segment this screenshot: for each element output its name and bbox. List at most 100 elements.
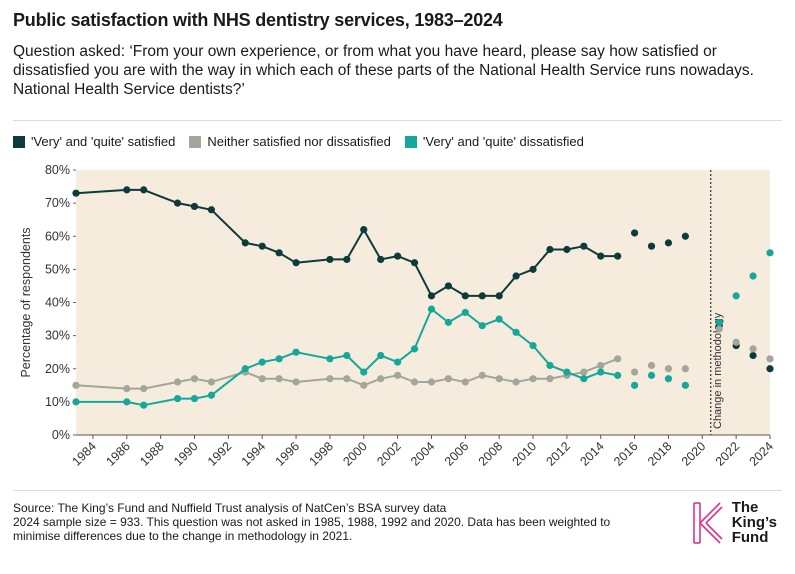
y-tick-label: 0%	[52, 428, 70, 442]
data-point-dissatisfied	[394, 358, 402, 366]
series-line-dissatisfied	[76, 308, 618, 407]
data-point-dissatisfied	[529, 341, 537, 350]
chart-subtitle: Question asked: ‘From your own experienc…	[13, 43, 754, 98]
data-point-dissatisfied	[410, 345, 419, 353]
data-point-satisfied	[326, 255, 334, 264]
data-point-dissatisfied	[326, 355, 334, 363]
data-point-satisfied	[749, 351, 757, 360]
data-point-neither	[681, 365, 689, 373]
data-point-neither	[529, 375, 537, 383]
sample-note: 2024 sample size = 933. This question wa…	[13, 515, 611, 543]
data-point-satisfied	[681, 232, 689, 240]
legend-item-dissatisfied: 'Very' and 'quite' dissatisfied	[404, 134, 584, 149]
data-point-satisfied	[444, 282, 452, 290]
legend-swatch-neither	[189, 135, 202, 148]
divider	[13, 490, 782, 491]
data-point-dissatisfied	[766, 249, 774, 257]
data-point-dissatisfied	[749, 272, 757, 280]
data-point-dissatisfied	[461, 308, 469, 317]
data-point-dissatisfied	[563, 368, 571, 376]
data-point-dissatisfied	[597, 368, 605, 376]
data-point-dissatisfied	[647, 371, 656, 379]
data-point-satisfied	[241, 239, 249, 247]
data-point-neither	[72, 381, 80, 389]
data-point-neither	[647, 361, 656, 370]
x-tick-label: 2002	[374, 439, 404, 469]
series-line-satisfied	[75, 188, 618, 297]
data-point-satisfied	[123, 186, 131, 194]
data-point-neither	[512, 378, 520, 386]
data-point-neither	[190, 375, 199, 383]
data-point-neither	[410, 378, 419, 386]
data-point-neither	[394, 371, 402, 379]
x-tick-label: 2006	[442, 439, 472, 469]
data-point-dissatisfied	[580, 375, 588, 383]
logo-text-the: The	[731, 499, 759, 516]
data-point-neither	[326, 375, 334, 383]
x-tick-label: 1990	[171, 439, 201, 469]
x-tick-label: 2000	[340, 439, 370, 469]
data-point-dissatisfied	[478, 322, 486, 330]
legend-label-dissatisfied: 'Very' and 'quite' dissatisfied	[422, 134, 584, 149]
data-point-neither	[427, 378, 436, 386]
data-point-neither	[292, 378, 300, 386]
data-point-dissatisfied	[546, 361, 554, 370]
data-point-satisfied	[614, 252, 622, 260]
data-point-dissatisfied	[732, 292, 740, 300]
data-point-satisfied	[410, 259, 419, 267]
legend-swatch-satisfied	[13, 135, 25, 148]
data-point-dissatisfied	[495, 315, 503, 323]
logo-text-kings: King’s	[731, 514, 777, 531]
data-point-neither	[275, 375, 283, 383]
data-point-neither	[123, 385, 131, 393]
data-point-neither	[360, 381, 368, 389]
y-tick-label: 40%	[45, 296, 70, 310]
x-tick-label: 1996	[273, 439, 303, 469]
data-point-neither	[630, 368, 639, 376]
data-point-dissatisfied	[241, 365, 249, 373]
data-point-dissatisfied	[258, 358, 266, 366]
legend: 'Very' and 'quite' satisfied Neither sat…	[13, 134, 584, 149]
data-point-satisfied	[495, 292, 503, 300]
y-tick-label: 20%	[45, 362, 70, 376]
data-point-neither	[461, 378, 469, 386]
y-tick-label: 80%	[45, 163, 70, 177]
y-tick-label: 60%	[45, 229, 70, 243]
data-point-satisfied	[461, 292, 469, 300]
data-point-dissatisfied	[630, 381, 639, 389]
data-point-dissatisfied	[614, 371, 622, 379]
data-point-satisfied	[580, 242, 588, 250]
data-point-satisfied	[377, 255, 385, 264]
data-point-satisfied	[394, 252, 402, 260]
data-point-satisfied	[512, 272, 520, 280]
x-tick-label: 2008	[476, 439, 506, 469]
data-point-neither	[478, 371, 486, 379]
data-point-neither	[207, 378, 216, 386]
data-point-dissatisfied	[190, 394, 199, 403]
legend-swatch-dissatisfied	[404, 135, 417, 148]
legend-item-satisfied: 'Very' and 'quite' satisfied	[13, 134, 175, 149]
legend-label-satisfied: 'Very' and 'quite' satisfied	[31, 134, 176, 149]
data-point-neither	[495, 375, 503, 383]
data-point-dissatisfied	[123, 398, 131, 406]
x-tick-label: 2004	[408, 439, 438, 469]
y-tick-label: 10%	[45, 395, 70, 409]
x-tick-label: 2018	[645, 439, 675, 469]
data-point-neither	[597, 361, 605, 370]
data-point-neither	[140, 385, 148, 393]
data-point-satisfied	[360, 226, 368, 234]
y-tick-label: 30%	[45, 329, 70, 343]
data-point-neither	[580, 368, 588, 376]
divider	[13, 120, 782, 121]
data-point-satisfied	[140, 186, 148, 194]
source-line: Source: The King’s Fund and Nuffield Tru…	[13, 501, 447, 515]
kings-fund-logo-mark	[692, 501, 723, 544]
line-chart: 0% 10% 20% 30% 40% 50% 60% 70% 80% Percentage of …	[19, 163, 776, 469]
logo-text-fund: Fund	[731, 529, 769, 546]
chart-title: Public satisfaction with NHS dentistry s…	[13, 10, 503, 30]
data-point-satisfied	[427, 292, 436, 300]
data-point-neither	[614, 355, 622, 363]
data-point-satisfied	[343, 255, 351, 264]
legend-label-neither: Neither satisfied nor dissatisfied	[207, 134, 391, 149]
data-point-neither	[343, 375, 351, 383]
